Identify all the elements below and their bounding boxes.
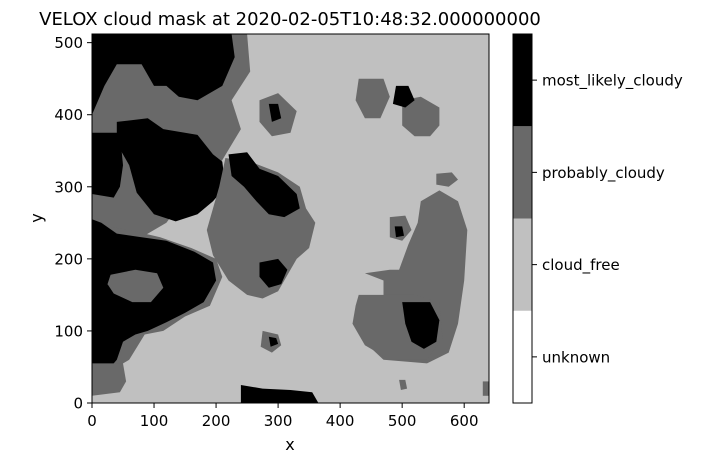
x-tick-label: 300 xyxy=(264,412,293,430)
colorbar-label-most-likely-cloudy: most_likely_cloudy xyxy=(542,72,683,91)
mask-region-probably-cloudy xyxy=(92,363,127,396)
x-tick-label: 600 xyxy=(450,412,479,430)
y-axis-label: y xyxy=(27,213,46,222)
x-tick-label: 400 xyxy=(326,412,355,430)
colorbar: unknown cloud_free probably_cloudy most_lik… xyxy=(512,33,683,404)
mask-region-most-likely-cloudy xyxy=(268,103,282,122)
colorbar-label-cloud-free: cloud_free xyxy=(542,256,620,275)
mask-region-probably-cloudy xyxy=(436,172,458,187)
plot-frame xyxy=(91,33,490,404)
x-tick-label: 200 xyxy=(202,412,231,430)
mask-region-most-likely-cloudy xyxy=(259,258,288,288)
x-tick-label: 100 xyxy=(140,412,169,430)
mask-region-most-likely-cloudy xyxy=(116,118,226,222)
mask-region-most-likely-cloudy xyxy=(228,152,300,218)
colorbar-segment-unknown xyxy=(513,310,532,403)
mask-region-most-likely-cloudy xyxy=(92,34,235,115)
y-tick-label: 0 xyxy=(73,395,83,413)
x-tick-label: 500 xyxy=(388,412,417,430)
x-tick-label: 0 xyxy=(87,412,97,430)
mask-region-probably-cloudy xyxy=(399,379,408,390)
y-tick-label: 100 xyxy=(54,322,83,340)
colorbar-segment-probably-cloudy xyxy=(513,126,532,219)
mask-region-most-likely-cloudy xyxy=(394,226,404,238)
mask-region-most-likely-cloudy xyxy=(240,385,319,403)
chart-title: VELOX cloud mask at 2020-02-05T10:48:32.… xyxy=(39,9,541,30)
colorbar-segment-cloud-free xyxy=(513,218,532,311)
colorbar-segment-most-likely-cloudy xyxy=(513,34,532,127)
mask-region-most-likely-cloudy xyxy=(402,302,440,349)
mask-region-probably-cloudy xyxy=(355,78,390,119)
y-axis-ticks: 0 100 200 300 400 500 xyxy=(54,34,92,413)
y-tick-label: 500 xyxy=(54,34,83,52)
mask-region-probably-cloudy xyxy=(482,381,489,396)
colorbar-label-unknown: unknown xyxy=(542,348,610,366)
colorbar-frame xyxy=(512,33,533,404)
mask-region-most-likely-cloudy xyxy=(268,336,279,347)
y-tick-label: 400 xyxy=(54,106,83,124)
mask-region-most-likely-cloudy xyxy=(392,85,415,108)
x-axis-label: x xyxy=(285,435,294,454)
mask-region-probably-cloudy xyxy=(402,96,440,137)
y-tick-label: 300 xyxy=(54,178,83,196)
mask-region-probably-cloudy xyxy=(107,269,164,303)
mask-region-most-likely-cloudy xyxy=(92,132,123,198)
cloud-mask-regions xyxy=(92,34,489,403)
x-axis-ticks: 0 100 200 300 400 500 600 xyxy=(87,403,479,430)
colorbar-label-probably-cloudy: probably_cloudy xyxy=(542,164,665,183)
y-tick-label: 200 xyxy=(54,250,83,268)
